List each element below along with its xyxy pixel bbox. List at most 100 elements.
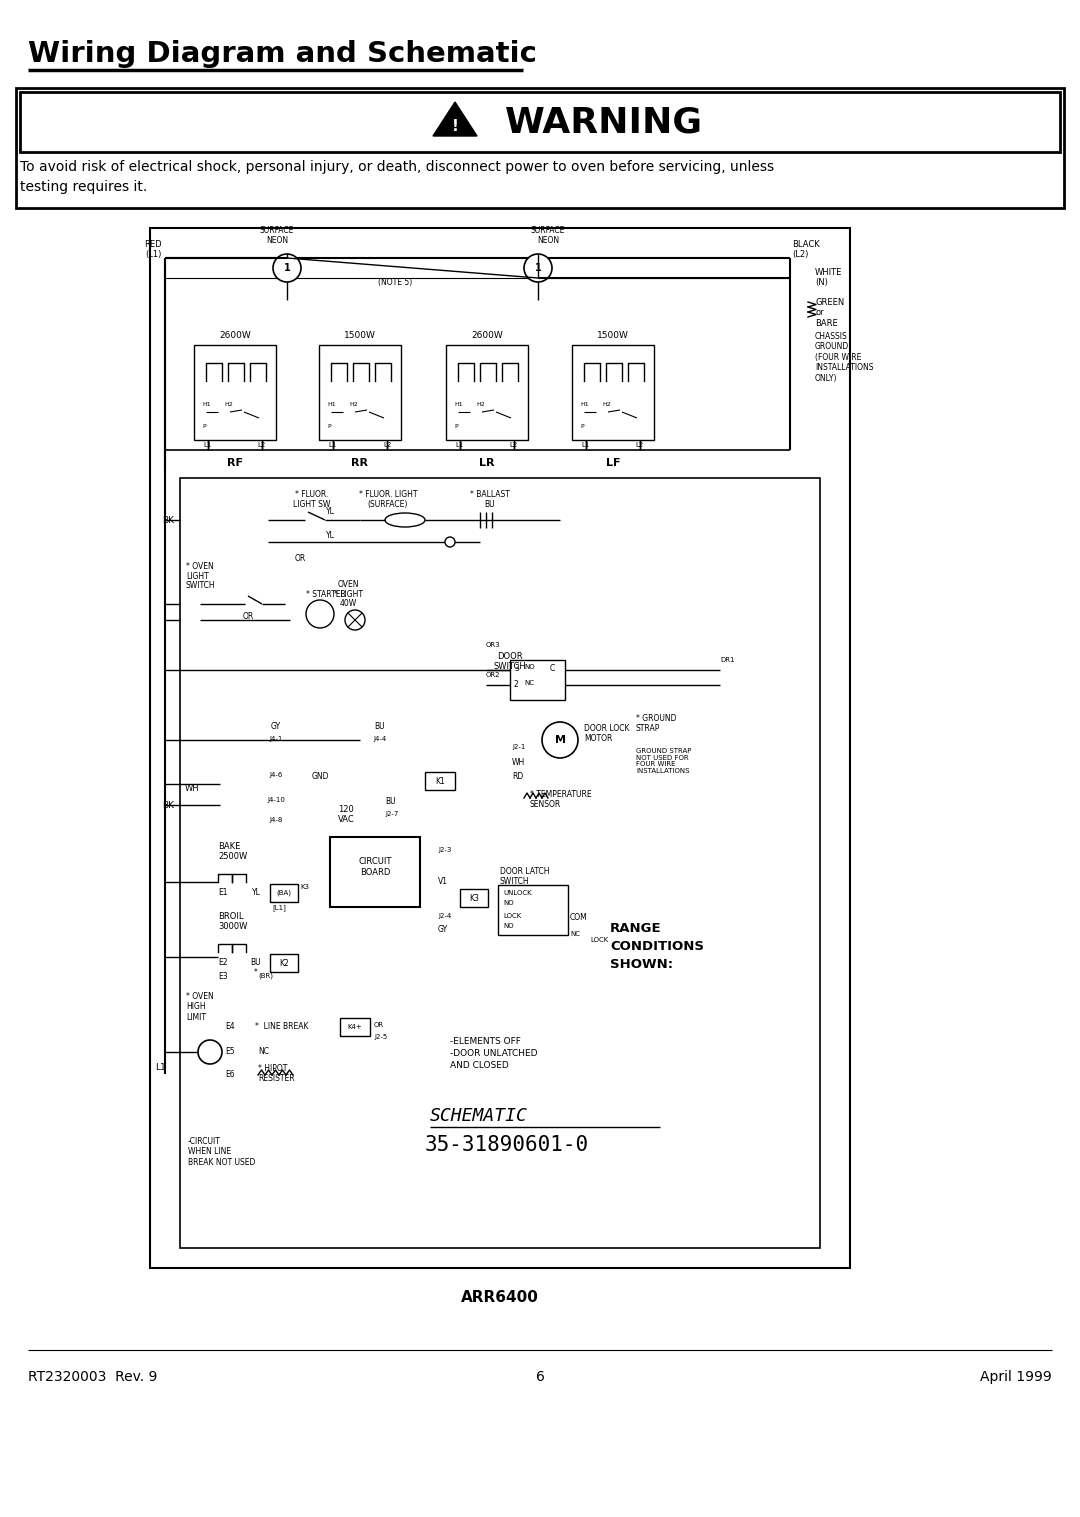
Bar (426, 772, 455, 790)
Text: RED
(L1): RED (L1) (145, 240, 162, 259)
Circle shape (273, 253, 301, 282)
Text: DR1: DR1 (720, 657, 734, 663)
Text: NC: NC (258, 1047, 269, 1056)
Text: SURFACE
NEON: SURFACE NEON (530, 226, 565, 246)
Text: L2: L2 (636, 441, 644, 448)
Text: * FLUOR.
LIGHT SW: * FLUOR. LIGHT SW (294, 490, 330, 508)
Text: (BR): (BR) (258, 972, 273, 978)
Text: YL: YL (325, 507, 335, 516)
Text: OR: OR (374, 1022, 384, 1029)
Text: RR: RR (351, 458, 368, 469)
Text: * TEMPERATURE
SENSOR: * TEMPERATURE SENSOR (530, 790, 592, 809)
Text: K3: K3 (469, 894, 478, 903)
Text: RT2320003  Rev. 9: RT2320003 Rev. 9 (28, 1370, 158, 1384)
Text: GREEN
or
BARE: GREEN or BARE (815, 297, 845, 328)
Text: L1: L1 (456, 441, 464, 448)
Text: 1: 1 (284, 262, 291, 273)
Bar (572, 344, 654, 440)
Text: CHASSIS
GROUND
(FOUR WIRE
INSTALLATIONS
ONLY): CHASSIS GROUND (FOUR WIRE INSTALLATIONS … (815, 332, 874, 382)
Text: OR: OR (242, 611, 254, 620)
Text: BK: BK (162, 516, 174, 525)
Text: L1: L1 (204, 441, 212, 448)
Text: J4-8: J4-8 (269, 818, 283, 824)
Circle shape (198, 1041, 222, 1063)
Text: J4-4: J4-4 (374, 736, 387, 742)
Text: * STARTER: * STARTER (306, 590, 346, 599)
Text: K3: K3 (300, 884, 309, 890)
Text: L2: L2 (258, 441, 266, 448)
Bar (21, 93, 1059, 152)
Text: LR: LR (480, 458, 495, 469)
Text: YL: YL (325, 531, 335, 540)
Text: H2: H2 (349, 402, 357, 407)
Text: NO: NO (503, 922, 514, 928)
Text: LOCK: LOCK (590, 938, 608, 944)
Text: !: ! (451, 118, 458, 133)
Text: P: P (580, 423, 583, 429)
Text: * FLUOR. LIGHT
(SURFACE): * FLUOR. LIGHT (SURFACE) (359, 490, 417, 508)
Text: BROIL
3000W: BROIL 3000W (218, 912, 247, 931)
Bar (510, 660, 565, 699)
Text: CIRCUIT
BOARD: CIRCUIT BOARD (359, 857, 392, 877)
Text: GROUND STRAP
NOT USED FOR
FOUR WIRE
INSTALLATIONS: GROUND STRAP NOT USED FOR FOUR WIRE INST… (636, 748, 691, 774)
Text: UNLOCK: UNLOCK (503, 890, 531, 897)
Bar (270, 954, 298, 972)
Text: NC: NC (524, 680, 534, 686)
Text: To avoid risk of electrical shock, personal injury, or death, disconnect power t: To avoid risk of electrical shock, perso… (21, 159, 774, 194)
Text: BLACK
(L2): BLACK (L2) (792, 240, 820, 259)
Text: WH: WH (512, 758, 525, 768)
Text: 6: 6 (536, 1370, 544, 1384)
Text: SCHEMATIC: SCHEMATIC (430, 1107, 528, 1126)
Text: NO: NO (503, 900, 514, 906)
Text: BK: BK (162, 801, 174, 810)
Bar (446, 344, 528, 440)
Bar (498, 884, 568, 934)
Text: J2-1: J2-1 (512, 743, 525, 749)
Text: (BA): (BA) (276, 890, 292, 897)
Text: 35-31890601-0: 35-31890601-0 (426, 1135, 589, 1154)
Text: WH: WH (185, 784, 200, 793)
Text: P: P (454, 423, 458, 429)
Text: BU: BU (249, 959, 260, 966)
Text: 120
VAC: 120 VAC (338, 806, 354, 824)
Text: E4: E4 (225, 1022, 234, 1032)
Bar (330, 837, 420, 907)
Bar (270, 884, 298, 903)
Text: L1: L1 (328, 441, 337, 448)
Text: H2: H2 (224, 402, 233, 407)
Text: * BALLAST
BU: * BALLAST BU (470, 490, 510, 508)
Text: J2-3: J2-3 (438, 846, 451, 853)
Text: L1: L1 (582, 441, 590, 448)
Text: RD: RD (512, 772, 523, 781)
Text: ARR6400: ARR6400 (461, 1289, 539, 1305)
Circle shape (306, 601, 334, 628)
Text: H2: H2 (476, 402, 485, 407)
Text: *: * (254, 968, 260, 977)
Text: E6: E6 (225, 1069, 234, 1079)
Text: C: C (550, 664, 555, 674)
Text: * HIPOT
RESISTER: * HIPOT RESISTER (258, 1063, 295, 1083)
Text: 1500W: 1500W (345, 331, 376, 340)
Text: 2600W: 2600W (219, 331, 251, 340)
Text: GND: GND (311, 772, 328, 781)
Text: M: M (554, 736, 566, 745)
Text: WHITE
(N): WHITE (N) (815, 269, 842, 287)
Text: J2-5: J2-5 (374, 1035, 388, 1041)
Bar (180, 478, 820, 1248)
Text: H1: H1 (202, 402, 211, 407)
Text: RANGE
CONDITIONS
SHOWN:: RANGE CONDITIONS SHOWN: (610, 922, 704, 971)
Text: J2-4: J2-4 (438, 913, 451, 919)
Text: H2: H2 (602, 402, 611, 407)
Text: YL: YL (252, 887, 261, 897)
Text: *  LINE BREAK: * LINE BREAK (255, 1022, 309, 1032)
Bar (460, 889, 488, 907)
Circle shape (345, 610, 365, 630)
Text: 1: 1 (535, 262, 541, 273)
Text: 2: 2 (514, 680, 518, 689)
Circle shape (445, 537, 455, 548)
Bar (319, 344, 401, 440)
Text: J4-1: J4-1 (269, 736, 283, 742)
Text: K1: K1 (435, 777, 445, 786)
Text: H1: H1 (580, 402, 589, 407)
Text: H1: H1 (327, 402, 336, 407)
